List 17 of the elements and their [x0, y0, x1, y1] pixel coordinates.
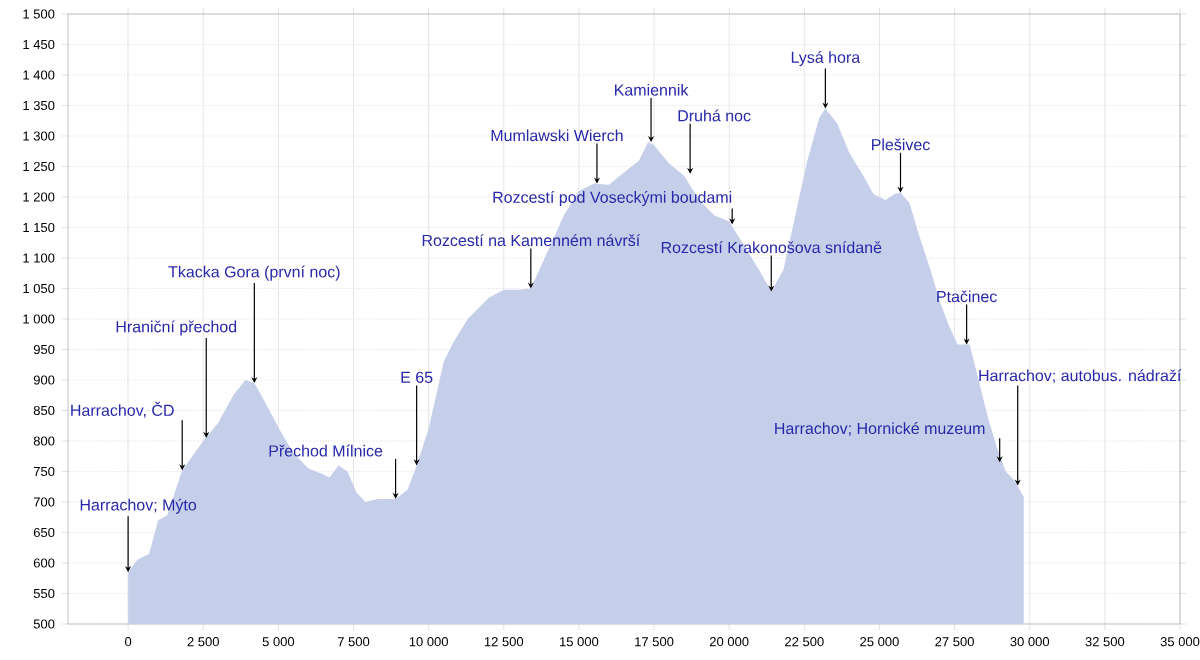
annotation: Tkacka Gora (první noc) [168, 265, 340, 281]
annotation: Ptačinec [937, 290, 997, 303]
annotation: Plešivec [872, 138, 930, 151]
annotation: Rozcestí pod Voseckými boudami [493, 190, 732, 207]
annotation: Rozcestí Krakonošova snídaně [661, 241, 882, 254]
annotation: Harrachov; Hornické muzeum [775, 422, 985, 436]
annotation: Kamiennik [615, 83, 689, 96]
annotation: Harrachov; Mýto [80, 498, 197, 514]
annotation: Mumlawski Wierch [491, 129, 623, 142]
annotation: Hraniční přechod [116, 320, 237, 336]
annotation: E 65 [401, 371, 433, 383]
annotation: Druhá noc [678, 109, 751, 122]
annotation: Rozcestí na Kamenném návrší [422, 234, 641, 247]
annotation: Lysá hora [791, 51, 861, 67]
annotation: Harrachov; autobus. nádraží [979, 369, 1182, 384]
annotation: Harrachov, ČD [71, 401, 174, 418]
annotation: Přechod Mílnice [269, 444, 383, 457]
